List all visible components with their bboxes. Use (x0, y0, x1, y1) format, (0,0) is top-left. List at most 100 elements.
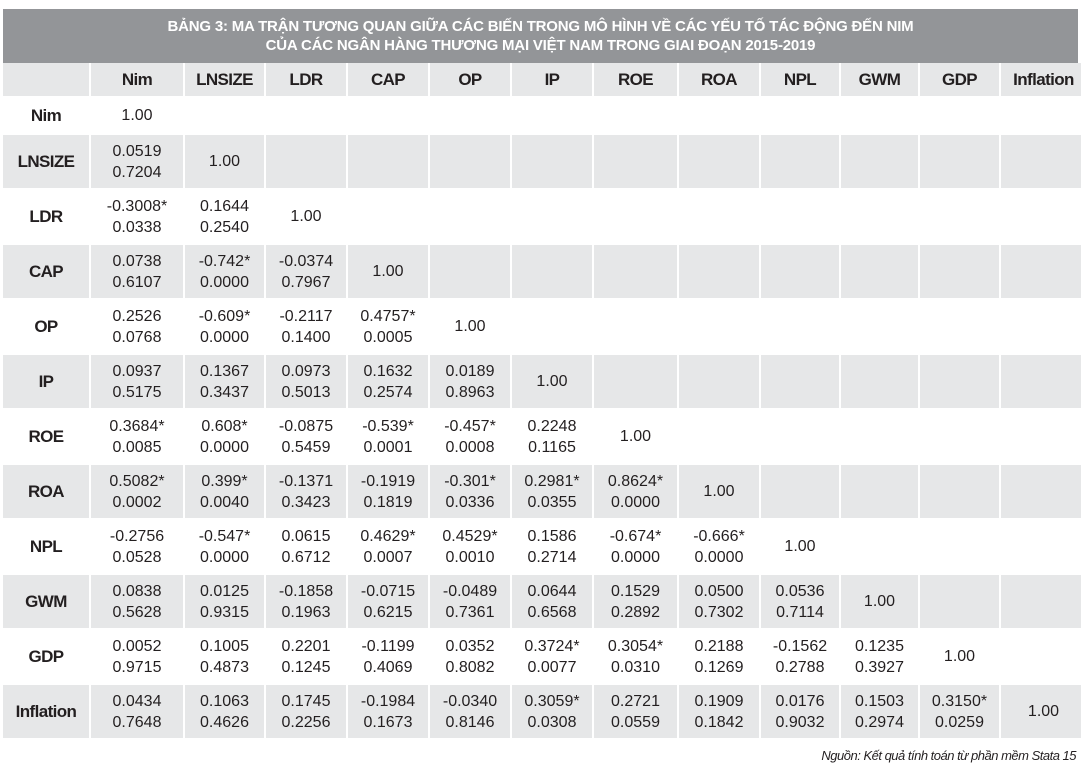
coefficient: -0.1562 (772, 637, 828, 655)
empty-cell (841, 355, 918, 408)
matrix-cell: -0.547* 0.0000 (185, 520, 264, 573)
matrix-cell: 0.1005 0.4873 (185, 630, 264, 683)
empty-cell (1001, 135, 1081, 188)
empty-cell (679, 98, 759, 133)
p-value: 0.1400 (281, 328, 331, 346)
matrix-cell: 0.1503 0.2974 (841, 685, 918, 738)
coefficient: -0.674* (609, 527, 662, 545)
empty-cell (761, 98, 839, 133)
matrix-cell: 1.00 (761, 520, 839, 573)
matrix-cell: 0.0644 0.6568 (512, 575, 592, 628)
empty-cell (594, 245, 677, 298)
coefficient: 0.0644 (527, 582, 577, 600)
p-value: 0.2540 (200, 218, 249, 236)
coefficient: 0.1529 (611, 582, 660, 600)
matrix-cell: 0.2721 0.0559 (594, 685, 677, 738)
matrix-cell: -0.609* 0.0000 (185, 300, 264, 353)
coefficient: -0.539* (362, 417, 414, 435)
coefficient: 1.00 (536, 373, 568, 390)
matrix-cell: 0.4629* 0.0007 (348, 520, 428, 573)
row-header: CAP (3, 245, 89, 298)
column-header: GWM (841, 63, 918, 96)
coefficient: 0.1063 (200, 692, 249, 710)
coefficient: -0.1858 (278, 582, 334, 600)
empty-cell (185, 98, 264, 133)
matrix-cell: 0.1367 0.3437 (185, 355, 264, 408)
matrix-cell: -0.1562 0.2788 (761, 630, 839, 683)
empty-cell (512, 98, 592, 133)
column-header: ROA (679, 63, 759, 96)
coefficient: 0.0125 (200, 582, 249, 600)
empty-cell (841, 245, 918, 298)
matrix-cell: -0.301* 0.0336 (430, 465, 510, 518)
empty-cell (761, 245, 839, 298)
matrix-cell: -0.0374 0.7967 (266, 245, 346, 298)
matrix-cell: 1.00 (348, 245, 428, 298)
column-header: NPL (761, 63, 839, 96)
p-value: 0.1245 (281, 658, 331, 676)
coefficient: -0.2756 (109, 527, 165, 545)
row-header: GDP (28, 646, 64, 666)
matrix-cell: 0.0125 0.9315 (185, 575, 264, 628)
empty-cell (841, 520, 918, 573)
empty-cell (1001, 630, 1081, 683)
coefficient: 0.0352 (445, 637, 495, 655)
empty-cell (348, 135, 428, 188)
p-value: 0.0338 (112, 218, 162, 236)
coefficient: 0.8624* (607, 472, 664, 490)
coefficient: -0.2117 (279, 307, 333, 325)
empty-cell (761, 135, 839, 188)
coefficient: -0.1984 (360, 692, 416, 710)
matrix-cell: 0.4529* 0.0010 (430, 520, 510, 573)
coefficient: -0.0340 (442, 692, 498, 710)
empty-cell (841, 98, 918, 133)
column-header: CAP (348, 63, 428, 96)
coefficient: 1.00 (372, 263, 404, 280)
empty-cell (594, 98, 677, 133)
p-value: 0.3437 (200, 383, 249, 401)
matrix-cell: 0.1235 0.3927 (841, 630, 918, 683)
matrix-cell: -0.0489 0.7361 (430, 575, 510, 628)
table-row: Nim 1.00 (3, 98, 1081, 133)
matrix-cell: 0.1632 0.2574 (348, 355, 428, 408)
row-header: LDR (29, 206, 63, 226)
matrix-cell: 0.0838 0.5628 (91, 575, 183, 628)
matrix-cell: 0.0973 0.5013 (266, 355, 346, 408)
matrix-cell: 0.0052 0.9715 (91, 630, 183, 683)
matrix-cell: 0.0434 0.7648 (91, 685, 183, 738)
empty-cell (761, 355, 839, 408)
matrix-cell: 0.1745 0.2256 (266, 685, 346, 738)
p-value: 0.7204 (112, 163, 162, 181)
empty-cell (920, 575, 999, 628)
coefficient: 0.0536 (775, 582, 825, 600)
matrix-cell: 1.00 (512, 355, 592, 408)
coefficient: 0.1586 (527, 527, 577, 545)
coefficient: 0.399* (201, 472, 248, 490)
empty-cell (594, 355, 677, 408)
coefficient: 0.0189 (445, 362, 495, 380)
matrix-cell: -0.0715 0.6215 (348, 575, 428, 628)
coefficient: 0.0615 (281, 527, 331, 545)
coefficient: -0.666* (693, 527, 745, 545)
empty-cell (841, 135, 918, 188)
coefficient: -0.742* (198, 252, 251, 270)
coefficient: 1.00 (454, 318, 486, 335)
p-value: 0.2256 (281, 713, 331, 731)
empty-cell (1001, 355, 1081, 408)
coefficient: -0.0489 (442, 582, 498, 600)
empty-cell (761, 190, 839, 243)
matrix-cell: 0.3684* 0.0085 (91, 410, 183, 463)
p-value: 0.3927 (855, 658, 904, 676)
p-value: 0.5628 (112, 603, 162, 621)
empty-cell (920, 355, 999, 408)
coefficient: 1.00 (1027, 703, 1060, 720)
corner-cell (3, 63, 89, 96)
table-title-line-2: CỦA CÁC NGÂN HÀNG THƯƠNG MẠI VIỆT NAM TR… (265, 37, 816, 54)
empty-cell (920, 245, 999, 298)
p-value: 0.0040 (200, 493, 249, 511)
empty-cell (679, 135, 759, 188)
coefficient: 0.0434 (112, 692, 162, 710)
matrix-cell: 1.00 (920, 630, 999, 683)
p-value: 0.4873 (200, 658, 249, 676)
coefficient: -0.547* (198, 527, 251, 545)
